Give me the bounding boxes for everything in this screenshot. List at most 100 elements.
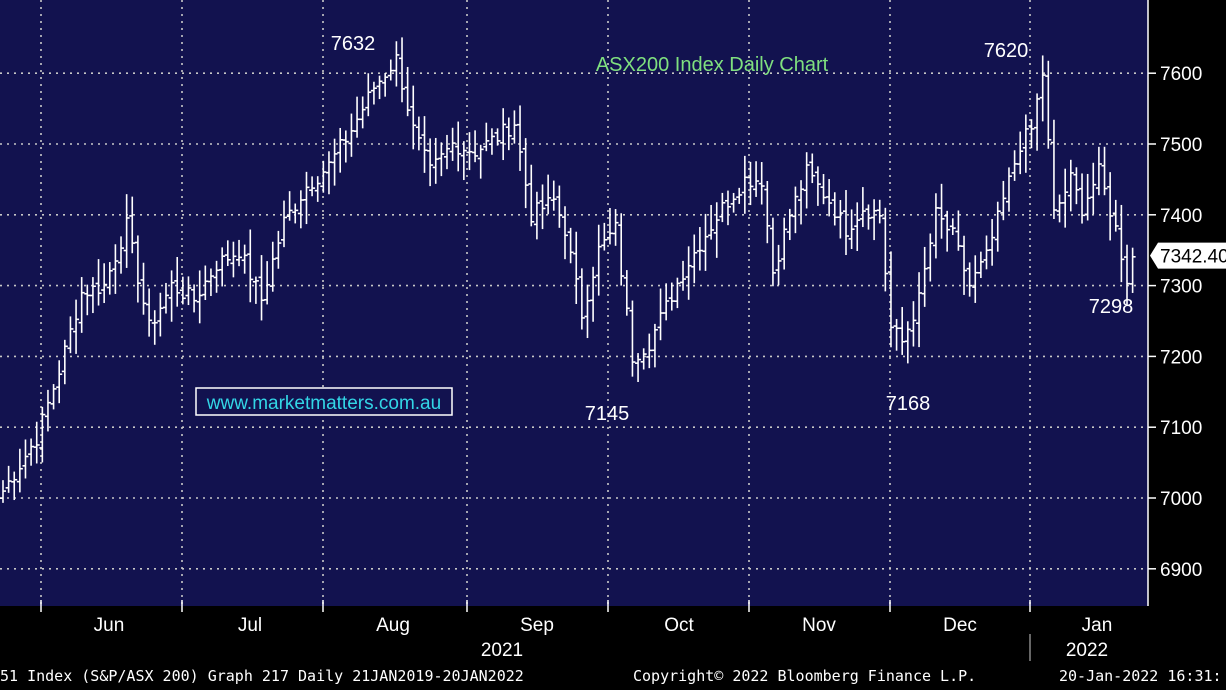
ohlc-bar <box>961 235 968 295</box>
ohlc-bar <box>292 203 299 224</box>
ohlc-bar <box>719 192 726 223</box>
ohlc-bar <box>533 191 540 240</box>
ohlc-bar <box>814 166 821 206</box>
x-axis: Jun Jul Aug Sep Oct Nov Dec Jan 2021 2022 <box>40 600 1113 661</box>
ohlc-bar <box>168 270 175 322</box>
ohlc-bar <box>691 234 698 284</box>
watermark-link[interactable]: www.marketmatters.com.au <box>195 387 453 416</box>
ohlc-bar <box>387 59 394 81</box>
ohlc-bar <box>1062 168 1069 228</box>
month-label: Jun <box>94 615 125 636</box>
ohlc-bar <box>213 260 220 293</box>
ohlc-bar <box>151 310 158 345</box>
ohlc-bar <box>84 284 91 316</box>
ohlc-bar <box>854 202 861 251</box>
ohlc-bar <box>635 353 642 383</box>
ohlc-bar <box>314 176 321 202</box>
asx200-chart: 6900 7000 7100 7200 7300 7400 7500 7600 Jun Jul A… <box>0 0 1226 662</box>
ohlc-bar <box>134 235 141 303</box>
ohlc-bar <box>399 37 406 103</box>
y-tick-label: 7000 <box>1160 489 1202 510</box>
month-label: Jan <box>1082 615 1113 636</box>
ohlc-bar <box>118 236 125 274</box>
ohlc-bar <box>438 142 445 177</box>
ohlc-bar <box>826 179 833 217</box>
ohlc-bar <box>303 171 310 225</box>
ohlc-bar <box>443 134 450 170</box>
ohlc-bar <box>545 174 552 215</box>
ohlc-bar <box>612 209 619 246</box>
ohlc-bar <box>769 217 776 287</box>
ohlc-bar <box>370 81 377 105</box>
ohlc-bar <box>685 246 692 300</box>
ohlc-bar <box>730 192 737 213</box>
ohlc-bar <box>595 224 602 296</box>
y-tick-label: 7200 <box>1160 347 1202 368</box>
ohlc-bar <box>1090 162 1097 215</box>
price-annotations: 7632 7145 7168 7620 7298 <box>331 33 1134 425</box>
ohlc-bar <box>977 251 984 279</box>
ohlc-bar <box>1067 159 1074 212</box>
ohlc-bar <box>1112 199 1119 232</box>
ohlc-bar <box>11 471 18 501</box>
ohlc-bar <box>337 127 344 173</box>
ohlc-bar <box>511 110 518 144</box>
ohlc-bar <box>432 137 439 184</box>
month-label: Nov <box>802 615 836 636</box>
ohlc-bar <box>1095 146 1102 196</box>
ohlc-bar <box>157 292 164 337</box>
price-annotation: 7620 <box>984 40 1029 62</box>
ohlc-bar <box>415 116 422 151</box>
ohlc-bar <box>1073 167 1080 205</box>
ohlc-bar <box>258 255 265 321</box>
right-axis-panel <box>1148 0 1226 606</box>
ohlc-bar <box>348 113 355 157</box>
ohlc-bar <box>202 265 209 301</box>
ohlc-bar <box>651 323 658 368</box>
ohlc-bar <box>112 244 119 294</box>
price-annotation: 7168 <box>886 393 931 415</box>
ohlc-bar <box>578 268 585 330</box>
ohlc-bar <box>556 185 563 228</box>
ohlc-bar <box>517 105 524 171</box>
ohlc-bar <box>882 207 889 292</box>
ohlc-bar <box>837 200 844 239</box>
ohlc-bar <box>460 141 467 181</box>
last-price-tag: 7342.40 <box>1150 242 1226 269</box>
chart-title: ASX200 Index Daily Chart <box>596 54 829 76</box>
ohlc-bar <box>843 190 849 256</box>
ohlc-bar <box>887 251 894 348</box>
footer-timestamp: 20-Jan-2022 16:31: <box>1059 667 1222 685</box>
ohlc-bar <box>702 213 709 271</box>
ohlc-bar <box>421 116 428 173</box>
ohlc-bar <box>264 261 271 305</box>
ohlc-bar <box>466 132 473 171</box>
ohlc-bar <box>640 348 647 370</box>
ohlc-bar <box>494 128 501 146</box>
ohlc-bar <box>1000 180 1007 221</box>
ohlc-bar <box>359 96 366 129</box>
ohlc-bar <box>1124 244 1130 305</box>
ohlc-bar <box>1011 150 1018 181</box>
ohlc-bar <box>44 389 51 432</box>
ohlc-bar <box>674 277 681 309</box>
month-label: Aug <box>376 615 410 636</box>
ohlc-bar <box>123 194 130 268</box>
year-label: 2022 <box>1066 640 1108 661</box>
ohlc-bar <box>269 241 276 292</box>
ohlc-bar <box>281 200 287 248</box>
ohlc-bar <box>904 321 911 364</box>
ohlc-bar <box>5 465 12 493</box>
ohlc-bar <box>224 240 231 267</box>
ohlc-bar <box>989 219 996 266</box>
y-tick-label: 7500 <box>1160 135 1202 156</box>
ohlc-bar <box>196 270 203 324</box>
ohlc-bar <box>606 208 613 245</box>
ohlc-bar <box>893 318 900 351</box>
ohlc-bar <box>309 176 316 197</box>
ohlc-bar <box>1045 60 1052 149</box>
ohlc-bar <box>550 180 557 211</box>
ohlc-bar <box>623 270 630 316</box>
ohlc-bar <box>67 316 74 354</box>
watermark-text[interactable]: www.marketmatters.com.au <box>206 393 441 414</box>
